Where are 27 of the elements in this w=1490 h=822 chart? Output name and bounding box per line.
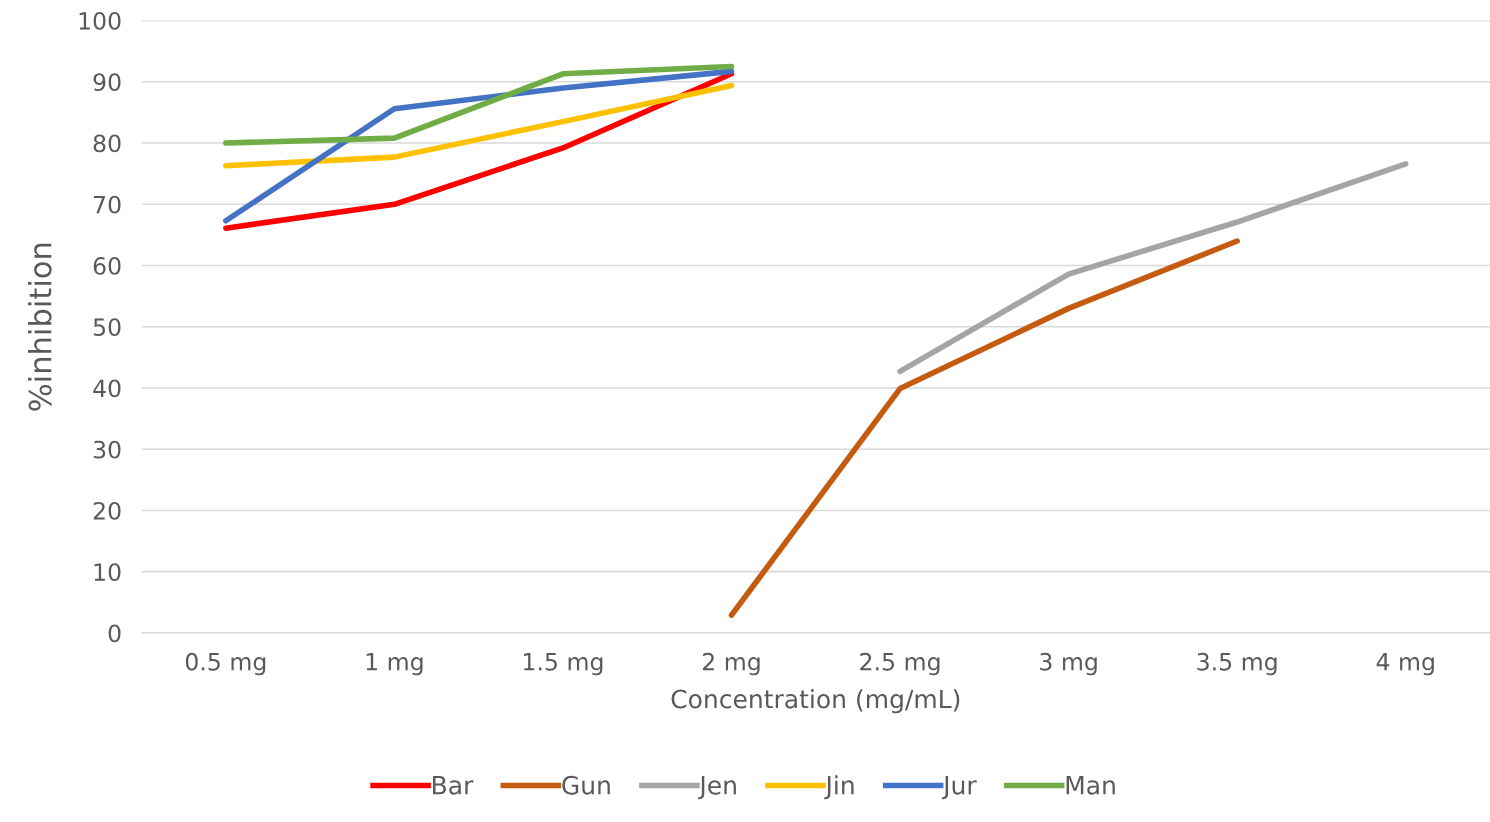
y-tick-label: 40 — [93, 379, 121, 398]
y-tick-label: 10 — [94, 563, 121, 582]
x-tick-label: 4 mg — [1376, 653, 1434, 676]
y-tick-label: 80 — [93, 134, 121, 153]
y-tick-label: 70 — [94, 195, 121, 214]
y-axis-title: %inhibition — [28, 243, 52, 411]
legend-label: Jur — [941, 776, 977, 800]
y-tick-label: 60 — [93, 256, 121, 275]
x-tick-label: 2.5 mg — [860, 652, 940, 676]
legend-label: Man — [1066, 776, 1115, 795]
x-axis-title: Concentration (mg/mL) — [671, 689, 960, 714]
legend-label: Jen — [698, 776, 736, 800]
y-tick-label: 100 — [79, 12, 121, 30]
x-tick-label: 2 mg — [702, 652, 760, 676]
x-tick-label: 1 mg — [366, 653, 423, 676]
legend-label: Jin — [824, 775, 854, 800]
legend-label: Gun — [562, 775, 610, 795]
y-tick-label: 50 — [93, 318, 121, 337]
x-tick-label: 1.5 mg — [524, 653, 603, 676]
y-tick-label: 20 — [93, 501, 121, 520]
y-tick-label: 0 — [108, 624, 121, 643]
y-tick-label: 30 — [93, 440, 121, 459]
x-tick-label: 3.5 mg — [1197, 652, 1277, 676]
x-tick-label: 3 mg — [1040, 652, 1097, 676]
y-tick-label: 90 — [93, 73, 121, 92]
legend-label: Bar — [433, 776, 474, 795]
x-tick-label: 0.5 mg — [185, 652, 266, 676]
